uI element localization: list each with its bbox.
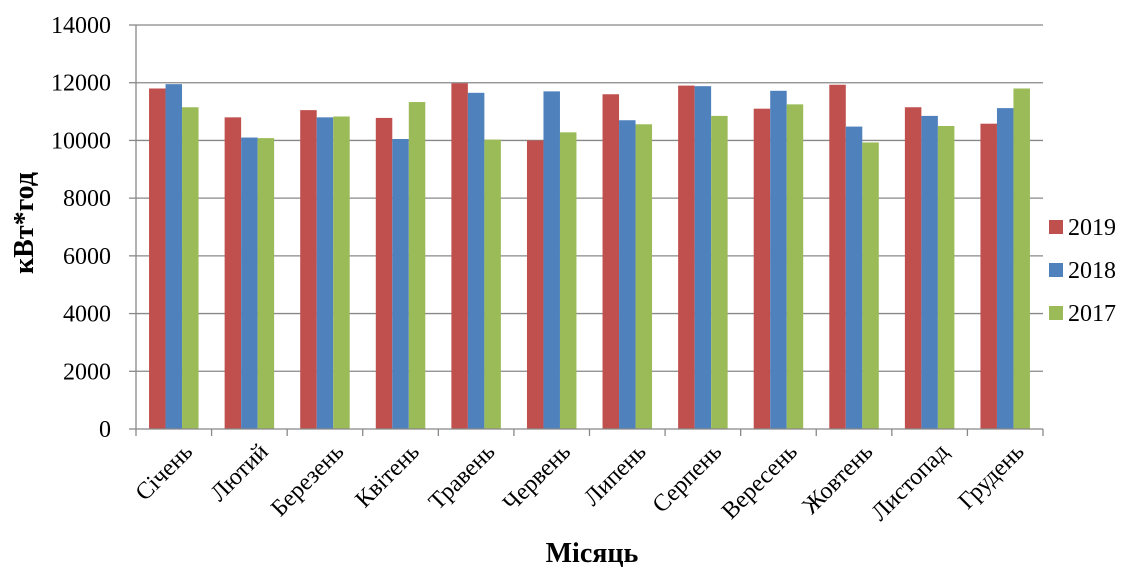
bar-2017-Вересень bbox=[786, 104, 804, 429]
y-tick-label: 2000 bbox=[63, 359, 111, 385]
legend: 2019 2018 2017 bbox=[1049, 215, 1116, 327]
bar-2017-Листопад bbox=[937, 126, 955, 429]
bar-2018-Жовтень bbox=[845, 126, 863, 429]
y-axis-title: кВт*год bbox=[9, 172, 40, 274]
bar-2018-Вересень bbox=[770, 90, 787, 430]
bar-2019-Жовтень bbox=[829, 84, 846, 429]
y-tick-label: 8000 bbox=[63, 186, 111, 212]
bar-2017-Січень bbox=[182, 107, 199, 429]
x-tick-label: Вересень bbox=[717, 439, 803, 525]
bar-2019-Вересень bbox=[753, 108, 771, 429]
legend-swatch-2017 bbox=[1049, 306, 1063, 320]
bar-2017-Березень bbox=[333, 116, 350, 429]
bar-2018-Листопад bbox=[921, 115, 938, 430]
bar-2019-Квітень bbox=[375, 117, 393, 430]
x-tick-label: Березень bbox=[266, 439, 349, 522]
bar-2017-Грудень bbox=[1013, 88, 1030, 429]
x-tick-label: Травень bbox=[424, 439, 500, 515]
bar-2017-Липень bbox=[635, 124, 653, 430]
bar-2018-Травень bbox=[467, 92, 485, 430]
bar-2018-Грудень bbox=[996, 108, 1014, 429]
axes bbox=[129, 24, 1044, 436]
bar-2019-Лютий bbox=[224, 117, 242, 429]
bar-2019-Травень bbox=[451, 83, 468, 429]
bar-2018-Серпень bbox=[694, 86, 712, 430]
x-tick-label: Липень bbox=[579, 439, 651, 511]
bar-2019-Червень bbox=[526, 140, 544, 429]
bar-2019-Листопад bbox=[904, 107, 922, 429]
bar-2019-Березень bbox=[300, 110, 317, 429]
gridlines bbox=[136, 24, 1043, 372]
bar-2019-Липень bbox=[602, 94, 620, 429]
x-tick-label: Лютий bbox=[206, 439, 274, 507]
y-tick-labels: 0 2000 4000 6000 8000 10000 12000 14000 bbox=[51, 13, 111, 443]
y-tick-label: 10000 bbox=[51, 128, 111, 154]
bar-2018-Липень bbox=[619, 120, 636, 429]
legend-swatch-2019 bbox=[1049, 220, 1063, 234]
bars bbox=[149, 83, 1030, 430]
y-tick-label: 4000 bbox=[63, 302, 111, 328]
bar-2017-Квітень bbox=[408, 102, 426, 429]
x-tick-label: Січень bbox=[131, 439, 198, 506]
bar-2018-Квітень bbox=[392, 138, 409, 429]
bar-2018-Березень bbox=[316, 117, 334, 429]
legend-label: 2018 bbox=[1068, 258, 1116, 284]
x-tick-label: Серпень bbox=[648, 439, 727, 518]
x-axis-title: Місяць bbox=[546, 538, 639, 569]
y-tick-label: 6000 bbox=[63, 244, 111, 270]
bar-2017-Травень bbox=[484, 139, 501, 429]
bar-2018-Лютий bbox=[241, 137, 258, 430]
bar-2017-Червень bbox=[559, 132, 577, 429]
x-tick-label: Червень bbox=[498, 439, 576, 517]
bar-2017-Серпень bbox=[711, 115, 728, 430]
bar-2019-Грудень bbox=[980, 123, 997, 429]
legend-label: 2019 bbox=[1068, 215, 1116, 241]
bar-2018-Червень bbox=[543, 91, 560, 429]
x-tick-label: Листопад bbox=[866, 439, 953, 526]
legend-swatch-2018 bbox=[1049, 263, 1063, 277]
y-tick-label: 12000 bbox=[51, 71, 111, 97]
bar-2019-Серпень bbox=[678, 85, 695, 429]
bar-2018-Січень bbox=[165, 84, 183, 430]
bar-2019-Січень bbox=[149, 88, 166, 429]
bar-2017-Жовтень bbox=[862, 142, 879, 429]
y-tick-label: 0 bbox=[99, 417, 111, 443]
x-tick-label: Квітень bbox=[351, 439, 425, 513]
bar-2017-Лютий bbox=[257, 138, 275, 429]
y-tick-label: 14000 bbox=[51, 13, 111, 39]
legend-label: 2017 bbox=[1068, 301, 1116, 327]
x-tick-label: Грудень bbox=[954, 439, 1030, 515]
